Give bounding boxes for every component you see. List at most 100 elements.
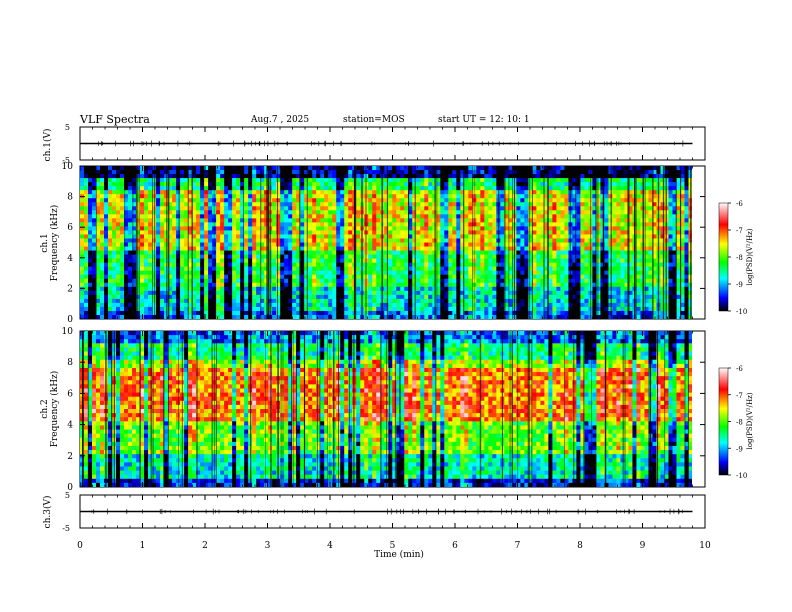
ch1-spec-cell [440,234,445,239]
ch1-spec-cell [112,234,117,239]
ch1-spec-cell [192,226,197,231]
ch1-spec-cell [244,198,249,203]
ch1-spec-cell [128,218,133,223]
ch1-spec-cell [292,254,297,260]
ch1-spec-cell [276,218,281,223]
ch1-spec-cell [236,274,241,280]
ch1-spec-cell [240,234,245,239]
ch1-spec-cell [560,282,565,288]
ch1-spec-cell [284,182,289,187]
ch1-spec-cell [428,226,433,231]
ch1-spec-cell [312,258,317,264]
ch1-spec-cell [192,182,197,187]
ch1-spec-cell [200,278,205,284]
ch1-spec-cell [132,202,137,207]
ch1-spec-cell [80,174,85,179]
ch1-spec-cell [340,210,345,215]
ch1-spec-cell [272,222,277,227]
ch1-spec-cell [476,170,481,175]
ch1-spec-cell [140,230,145,235]
ch1-spec-cell [100,298,105,304]
ch1-spec-cell [148,206,153,211]
ch1-spec-cell [600,258,605,264]
ch1-spec-cell [212,198,217,203]
ch1-spec-cell [432,178,437,183]
ch1-spec-cell [536,238,541,243]
ch1-spec-cell [176,238,181,243]
ch1-spec-cell [176,230,181,235]
ch1-spec-cell [284,270,289,276]
ch1-spec-cell [392,250,397,255]
ch1-spec-cell [244,238,249,243]
ch1-spec-cell [284,194,289,199]
ch1-spec-cell [156,230,161,235]
ch1-spec-cell [160,262,165,268]
ch1-spec-cell [256,250,261,255]
ch1-spec-cell [148,218,153,223]
ch1-spec-cell [124,182,129,187]
ch1-spec-cell [404,242,409,247]
ch1-spec-cell [184,270,189,276]
ch1-spec-cell [88,254,93,260]
ch1-spec-cell [84,270,89,276]
ch1-spec-cell [296,166,301,171]
ch1-spec-cell [420,282,425,288]
ch1-spec-cell [188,198,193,203]
ch1-spec-cell [172,186,177,191]
ch1-spec-cell [120,254,125,260]
ch1-spec-cell [284,238,289,243]
ch1-spec-cell [88,202,93,207]
ch1-spec-cell [164,274,169,280]
ch1-spec-cell [552,226,557,231]
ch1-spec-cell [504,182,509,187]
ch1-spec-cell [520,262,525,268]
ch1-spec-cell [516,222,521,227]
ch1-spec-cell [156,254,161,260]
ch1-spec-cell [456,262,461,268]
ch1-spec-cell [188,298,193,304]
ch1-spec-cell [388,270,393,276]
ch1-spec-cell [492,174,497,179]
ch1-spec-cell [552,166,557,171]
ch1-spec-cell [304,174,309,179]
ch1-spec-cell [440,258,445,264]
ch1-spec-cell [220,314,225,319]
ch1-spec-cell [540,190,545,195]
ch1-spec-cell [280,314,285,319]
ch1-spec-cell [492,242,497,247]
ch1-spec-cell [300,298,305,304]
ch1-spec-cell [216,214,221,219]
ch1-spec-cell [296,274,301,280]
ch1-spec-cell [292,262,297,268]
ch1-spec-cell [400,302,405,308]
ch1-spec-cell [536,226,541,231]
ch1-spec-cell [384,170,389,175]
ch1-spec-cell [320,210,325,215]
ch1-spec-cell [320,286,325,292]
ch1-spec-cell [368,238,373,243]
ch1-spec-cell [80,202,85,207]
ch1-spec-cell [208,242,213,247]
ch1-spec-cell [388,194,393,199]
ch1-spec-cell [224,234,229,239]
ch1-spec-cell [412,294,417,300]
ch1-spec-cell [216,190,221,195]
ch1-spec-cell [108,290,113,296]
ch1-spec-cell [84,178,89,183]
ch1-spec-cell [540,174,545,179]
ch1-spec-cell [340,206,345,211]
ch1-spec-cell [288,206,293,211]
ch1-spec-cell [304,270,309,276]
ch1-spec-cell [372,262,377,268]
ch1-spec-cell [532,302,537,308]
ch1-spec-cell [196,306,201,312]
ch1-spec-cell [96,286,101,292]
ch1-spec-cell [192,190,197,195]
ch1-spec-cell [388,258,393,264]
ch1-spec-cell [108,302,113,308]
ch1-spec-cell [404,174,409,179]
ch1-spec-cell [168,282,173,288]
ch1-spec-cell [464,222,469,227]
ch1-spec-cell [264,246,269,251]
ch1-spec-cell [504,234,509,239]
